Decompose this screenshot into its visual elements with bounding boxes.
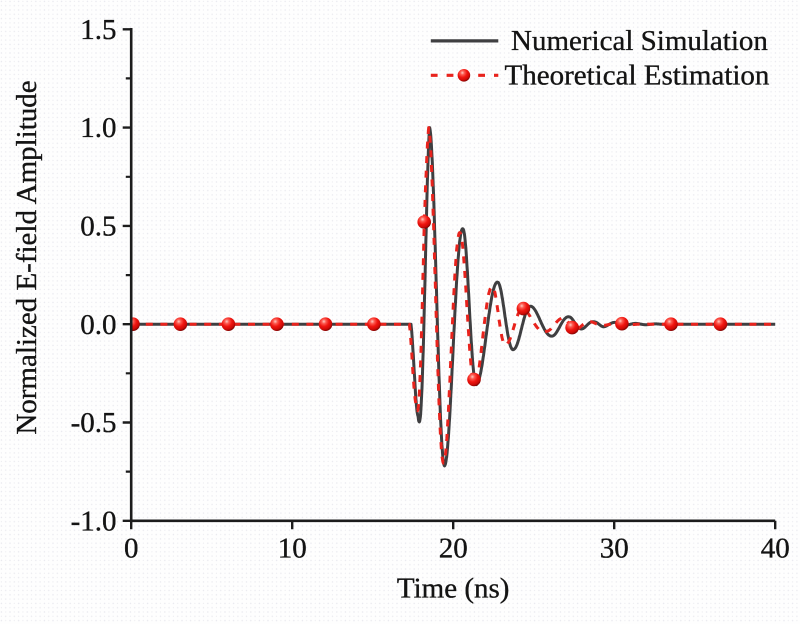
svg-text:Normalized E-field Amplitude: Normalized E-field Amplitude	[11, 80, 43, 434]
svg-text:30: 30	[600, 533, 629, 565]
svg-text:Numerical Simulation: Numerical Simulation	[511, 25, 768, 57]
svg-text:20: 20	[439, 533, 468, 565]
svg-text:40: 40	[761, 533, 790, 565]
svg-text:0: 0	[124, 533, 139, 565]
svg-text:10: 10	[278, 533, 307, 565]
svg-text:Theoretical Estimation: Theoretical Estimation	[505, 59, 770, 91]
svg-text:0.0: 0.0	[80, 309, 116, 341]
svg-text:1.0: 1.0	[80, 112, 116, 144]
svg-text:1.5: 1.5	[80, 14, 116, 46]
svg-text:-0.5: -0.5	[71, 407, 117, 439]
svg-text:0.5: 0.5	[80, 211, 116, 243]
svg-text:-1.0: -1.0	[71, 505, 117, 537]
svg-text:Time (ns): Time (ns)	[397, 573, 510, 605]
